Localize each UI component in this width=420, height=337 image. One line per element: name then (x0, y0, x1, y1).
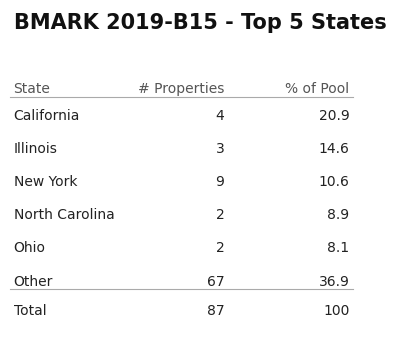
Text: 36.9: 36.9 (319, 275, 349, 288)
Text: # Properties: # Properties (138, 82, 224, 96)
Text: 8.1: 8.1 (327, 241, 349, 255)
Text: 2: 2 (215, 208, 224, 222)
Text: Illinois: Illinois (13, 142, 58, 156)
Text: 9: 9 (215, 175, 224, 189)
Text: 2: 2 (215, 241, 224, 255)
Text: 100: 100 (323, 304, 349, 318)
Text: 3: 3 (215, 142, 224, 156)
Text: 10.6: 10.6 (319, 175, 349, 189)
Text: California: California (13, 109, 80, 123)
Text: 20.9: 20.9 (319, 109, 349, 123)
Text: 87: 87 (207, 304, 224, 318)
Text: North Carolina: North Carolina (13, 208, 114, 222)
Text: Ohio: Ohio (13, 241, 45, 255)
Text: Total: Total (13, 304, 46, 318)
Text: State: State (13, 82, 50, 96)
Text: Other: Other (13, 275, 53, 288)
Text: BMARK 2019-B15 - Top 5 States: BMARK 2019-B15 - Top 5 States (13, 13, 386, 33)
Text: 14.6: 14.6 (319, 142, 349, 156)
Text: % of Pool: % of Pool (285, 82, 349, 96)
Text: 4: 4 (215, 109, 224, 123)
Text: New York: New York (13, 175, 77, 189)
Text: 67: 67 (207, 275, 224, 288)
Text: 8.9: 8.9 (327, 208, 349, 222)
